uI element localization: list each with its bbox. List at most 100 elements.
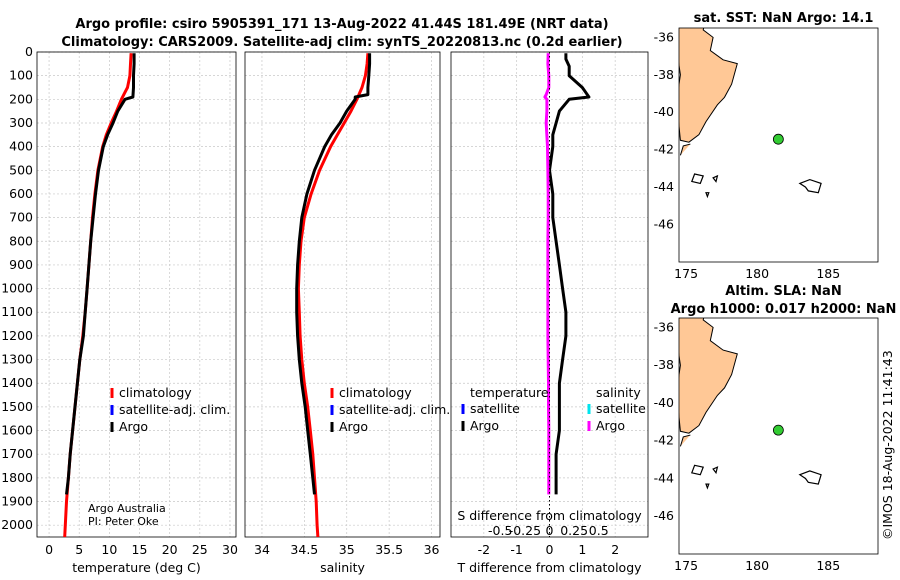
map_sst-xtick-label: 185: [816, 266, 840, 281]
map_sst-ytick-label: -44: [654, 179, 674, 194]
temperature-axes-box: [36, 51, 237, 538]
map_sst-ytick-label: -46: [654, 217, 674, 232]
north-island-land: [679, 318, 738, 434]
difference-xtick-label: 2: [611, 542, 619, 557]
sst-map-panel: 175 180 185 -36 -38 -40 -42 -44 -46 sat. SST: NaN…: [654, 11, 879, 281]
map_sla-ytick-label: -46: [654, 508, 674, 523]
island-outline: [705, 192, 710, 199]
depth-tick-label: 1700: [1, 446, 33, 461]
depth-tick-label: 800: [9, 233, 33, 248]
temperature-xtick-label: 5: [75, 542, 83, 557]
depth-tick-label: 1800: [1, 470, 33, 485]
map_sla-xtick-label: 175: [674, 558, 698, 573]
depth-tick-label: 1200: [1, 328, 33, 343]
difference-xtick-label: 0: [546, 542, 554, 557]
sal-legend-label: Argo: [596, 418, 625, 433]
north-island-land: [679, 28, 738, 143]
depth-tick-label: 700: [9, 210, 33, 225]
map_sst-ytick-label: -40: [654, 104, 674, 119]
salinity-xtick-label: 35: [339, 542, 355, 557]
temp-legend-label: satellite: [470, 401, 520, 416]
island-outline: [798, 178, 822, 194]
temperature-xtick-label: 0: [45, 542, 53, 557]
map_sst-ytick-label: -38: [654, 67, 674, 82]
temp-legend-label: Argo: [470, 418, 499, 433]
island-outline: [705, 483, 710, 490]
island-outline: [712, 466, 719, 475]
difference-xtick-label: -2: [478, 542, 490, 557]
depth-tick-label: 100: [9, 68, 33, 83]
salinity-axes-box: [244, 51, 441, 538]
map_sst-xtick-label: 180: [745, 266, 769, 281]
salinity-legend-label: Argo: [339, 419, 368, 434]
difference-xlabel-top: S difference from climatology: [457, 508, 642, 523]
depth-tick-label: 1500: [1, 399, 33, 414]
argo-float-marker: [772, 133, 784, 145]
difference-xtick-label: 1: [578, 542, 586, 557]
sla-map-panel: 175 180 185 -36 -38 -40 -42 -44 -46 Altim. SLA: N…: [654, 284, 897, 573]
island-outline: [712, 174, 719, 183]
map_sst-ytick-label: -36: [654, 29, 674, 44]
difference-panel: -2 -1 0 1 2 T difference from climatology S di…: [450, 51, 649, 575]
map_sla-axes-box: [678, 317, 879, 555]
salinity-xlabel: salinity: [320, 560, 365, 575]
south-island-land: [679, 143, 691, 156]
depth-tick-label: 0: [25, 44, 33, 59]
depth-tick-label: 1100: [1, 304, 33, 319]
depth-tick-label: 1000: [1, 281, 33, 296]
depth-tick-label: 300: [9, 115, 33, 130]
south-island-land: [679, 434, 691, 447]
salinity-series-climatology: [296, 53, 370, 538]
temperature-xtick-label: 15: [132, 542, 148, 557]
salinity-diff-tick-label: -0.25: [509, 523, 541, 538]
temperature-legend-label: satellite-adj. clim.: [119, 402, 230, 417]
map_sst-title: sat. SST: NaN Argo: 14.1: [694, 11, 874, 26]
difference-xtick-label: -1: [510, 542, 522, 557]
depth-tick-label: 1400: [1, 375, 33, 390]
figure-title-line2: Climatology: CARS2009. Satellite-adj cli…: [61, 35, 622, 50]
temperature-xtick-label: 10: [101, 542, 117, 557]
salinity-series-argo: [295, 53, 372, 495]
map_sla-ytick-label: -44: [654, 470, 674, 485]
salinity-xtick-label: 34.5: [290, 542, 318, 557]
salinity-diff-tick-label: 0.5: [589, 523, 609, 538]
temperature-panel: 0 5 10 15 20 25 300100200300400500600700800900…: [1, 44, 238, 575]
temperature-xlabel: temperature (deg C): [72, 560, 201, 575]
map_sla-title2: Argo h1000: 0.017 h2000: NaN: [671, 302, 897, 317]
depth-tick-label: 400: [9, 139, 33, 154]
salinity-diff-tick-label: -0.5: [488, 523, 512, 538]
sal-legend-label: satellite: [596, 401, 646, 416]
difference-series-temperature-argo: [548, 53, 591, 495]
temperature-xtick-label: 25: [192, 542, 208, 557]
map_sst-ytick-label: -42: [654, 142, 674, 157]
depth-tick-label: 1300: [1, 352, 33, 367]
credit-line2: PI: Peter Oke: [88, 515, 159, 528]
salinity-diff-tick-label: 0.25: [560, 523, 588, 538]
map_sla-ytick-label: -42: [654, 433, 674, 448]
depth-tick-label: 2000: [1, 517, 33, 532]
salinity-diff-tick-label: 0: [546, 523, 554, 538]
island-outline: [690, 464, 705, 476]
difference-series-salinity-argo: [543, 53, 551, 495]
salinity-legend-label: satellite-adj. clim.: [339, 402, 450, 417]
island-outline: [690, 173, 705, 185]
salinity-panel: 34 34.5 35 35.5 36 salinity climatology satelli…: [244, 51, 450, 575]
map_sst-xtick-label: 175: [674, 266, 698, 281]
difference-xlabel: T difference from climatology: [456, 560, 642, 575]
salinity-xtick-label: 34: [254, 542, 270, 557]
island-outline: [798, 470, 822, 485]
map_sst-axes-box: [678, 27, 879, 263]
map_sla-title: Altim. SLA: NaN: [725, 284, 841, 299]
map_sla-ytick-label: -40: [654, 395, 674, 410]
depth-tick-label: 1600: [1, 423, 33, 438]
temperature-xtick-label: 30: [222, 542, 238, 557]
legend-title-salinity: salinity: [596, 385, 641, 400]
depth-tick-label: 200: [9, 91, 33, 106]
depth-tick-label: 500: [9, 162, 33, 177]
depth-tick-label: 900: [9, 257, 33, 272]
legend-title-temperature: temperature: [470, 385, 549, 400]
map_sla-plot-area: [679, 318, 822, 490]
depth-tick-label: 1900: [1, 494, 33, 509]
map_sla-xtick-label: 180: [745, 558, 769, 573]
